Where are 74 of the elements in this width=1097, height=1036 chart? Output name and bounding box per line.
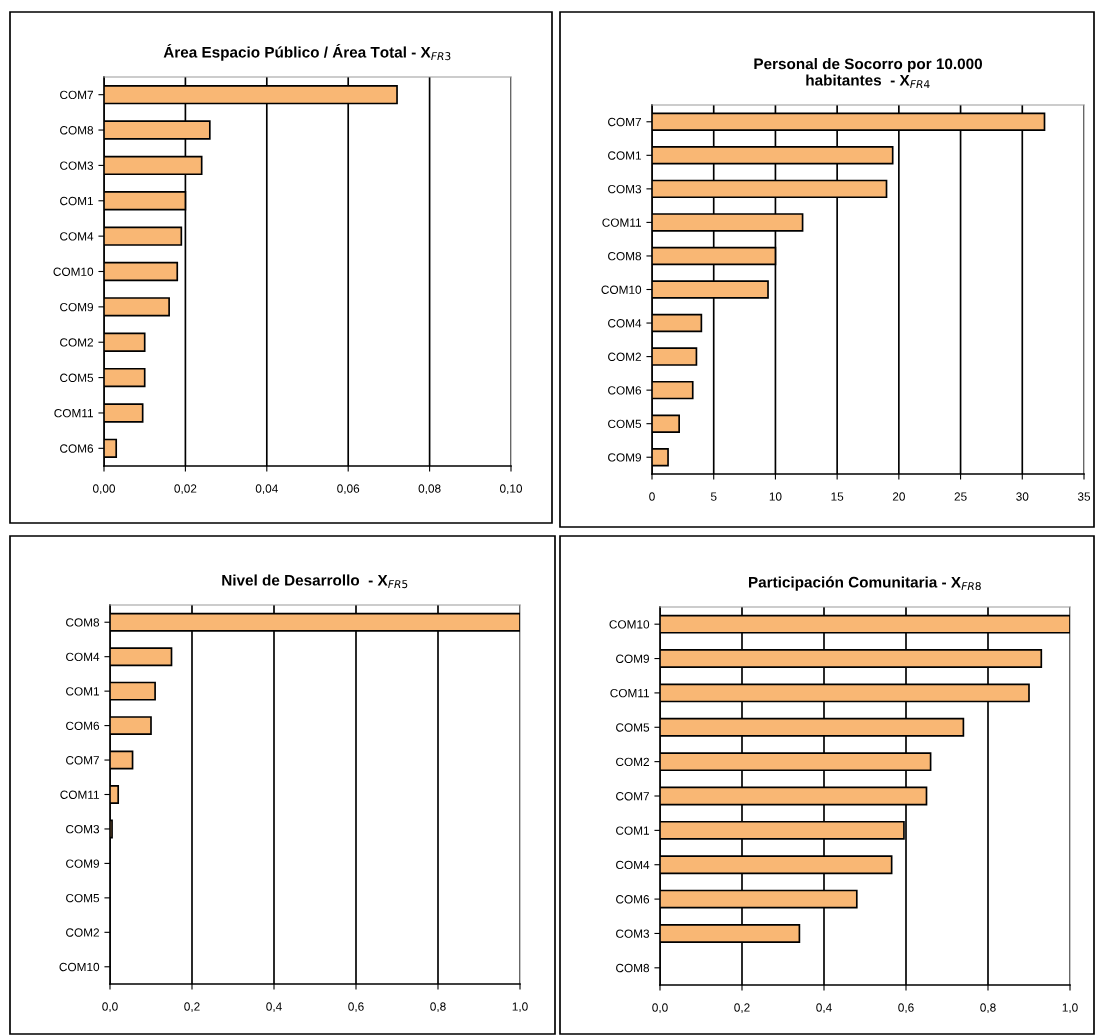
y-tick-label: COM1 [60,196,94,206]
y-tick-label: COM11 [610,688,650,698]
chart-title: Nivel de Desarrollo - X$_{FR5}$ [222,574,408,589]
y-tick-label: COM9 [60,302,94,312]
x-tick-label: 5 [710,492,717,501]
y-tick-label: COM5 [60,373,94,382]
y-tick-label: COM5 [608,419,642,429]
x-tick-label: 15 [831,492,844,501]
x-tick-label: 0,4 [816,1003,832,1014]
y-tick-label: COM2 [66,928,99,937]
x-tick-label: 0 [649,492,655,501]
chart-title: Personal de Socorro por 10.000 habitantes - X$_{FR4}$ [754,58,983,88]
y-tick-label: COM3 [60,161,94,170]
x-tick-label: 1,0 [1062,1003,1078,1014]
y-tick-label: COM2 [616,757,649,767]
y-tick-label: COM4 [60,232,94,241]
y-tick-label: COM11 [60,790,100,799]
y-tick-label: COM7 [66,756,99,765]
y-tick-label: COM3 [608,184,642,194]
x-tick-label: 0,06 [337,484,360,495]
x-tick-label: 35 [1077,492,1091,501]
x-tick-label: 0,04 [255,484,278,495]
y-tick-label: COM4 [66,652,100,662]
y-tick-label: COM7 [616,792,649,801]
y-tick-label: COM8 [66,618,100,627]
y-tick-label: COM3 [616,929,650,938]
x-tick-label: 0,6 [348,1002,364,1013]
x-tick-label: 0,02 [174,484,197,495]
y-tick-label: COM9 [616,654,650,663]
y-tick-label: COM10 [601,285,642,294]
y-tick-label: COM4 [608,319,642,328]
x-tick-label: 0,10 [499,484,523,495]
y-tick-label: COM6 [616,895,650,904]
y-tick-label: COM10 [609,620,650,629]
y-tick-label: COM7 [60,90,93,100]
y-tick-label: COM6 [60,444,94,453]
y-tick-label: COM5 [66,893,100,903]
y-tick-label: COM1 [608,151,642,160]
y-tick-label: COM7 [608,117,641,127]
x-tick-label: 0,4 [266,1002,282,1013]
y-tick-label: COM6 [66,721,100,730]
x-tick-label: 1,0 [512,1002,528,1013]
x-tick-label: 0,8 [980,1003,996,1014]
y-tick-label: COM5 [616,723,650,732]
x-tick-label: 20 [892,492,905,501]
y-tick-label: COM11 [602,218,642,227]
y-tick-label: COM3 [66,824,100,834]
x-tick-label: 10 [769,492,782,501]
y-tick-label: COM11 [54,408,94,418]
y-tick-label: COM10 [53,267,94,276]
y-tick-label: COM2 [60,338,93,347]
y-tick-label: COM9 [608,453,642,462]
x-tick-label: 0,2 [184,1002,200,1013]
y-tick-label: COM9 [66,859,100,868]
chart-title: Área Espacio Público / Área Total - X$_{FR3}$ [163,43,451,61]
y-tick-label: COM1 [616,826,650,835]
y-tick-label: COM2 [608,352,641,361]
y-tick-label: COM8 [608,251,642,261]
y-tick-label: COM8 [616,963,650,973]
y-tick-label: COM6 [608,386,642,395]
chart-title: Participación Comunitaria - X$_{FR8}$ [748,576,981,591]
x-tick-label: 0,2 [734,1003,750,1014]
x-tick-label: 0,8 [430,1002,446,1013]
x-tick-label: 30 [1016,492,1029,501]
x-tick-label: 25 [954,492,967,501]
x-tick-label: 0,08 [418,484,441,495]
x-tick-label: 0,0 [652,1003,668,1014]
x-tick-label: 0,00 [92,484,116,495]
x-tick-label: 0,0 [102,1002,118,1013]
x-tick-label: 0,6 [898,1003,914,1014]
y-tick-label: COM10 [59,962,100,972]
y-tick-label: COM8 [60,126,94,135]
y-tick-label: COM1 [66,687,100,696]
y-tick-label: COM4 [616,860,650,870]
